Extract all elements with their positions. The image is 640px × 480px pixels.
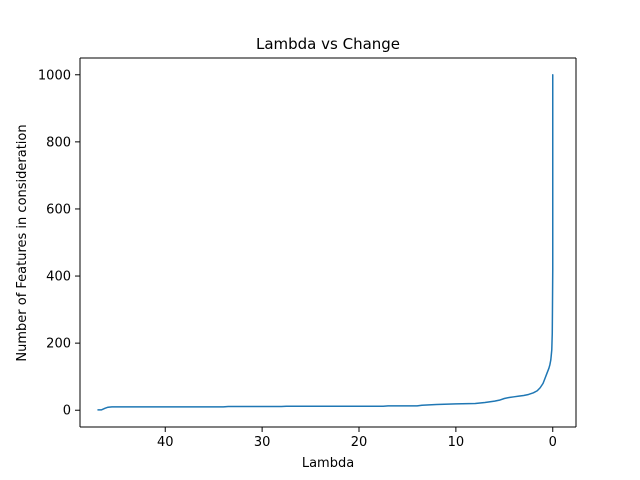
y-axis-label: Number of Features in consideration [15,124,30,361]
x-tick-label: 40 [157,435,174,450]
chart-title: Lambda vs Change [256,35,400,53]
plot-area [97,74,554,411]
y-tick-label: 0 [63,404,71,419]
y-tick-label: 1000 [38,68,71,83]
y-tick-label: 200 [46,337,71,352]
y-tick-label: 400 [46,270,71,285]
y-tick-label: 800 [46,135,71,150]
x-tick-label: 10 [448,435,465,450]
x-axis-label: Lambda [302,456,354,471]
x-tick-label: 30 [254,435,271,450]
series-line-0 [97,74,554,411]
x-tick-label: 20 [351,435,368,450]
y-tick-label: 600 [46,202,71,217]
x-tick-label: 0 [549,435,557,450]
